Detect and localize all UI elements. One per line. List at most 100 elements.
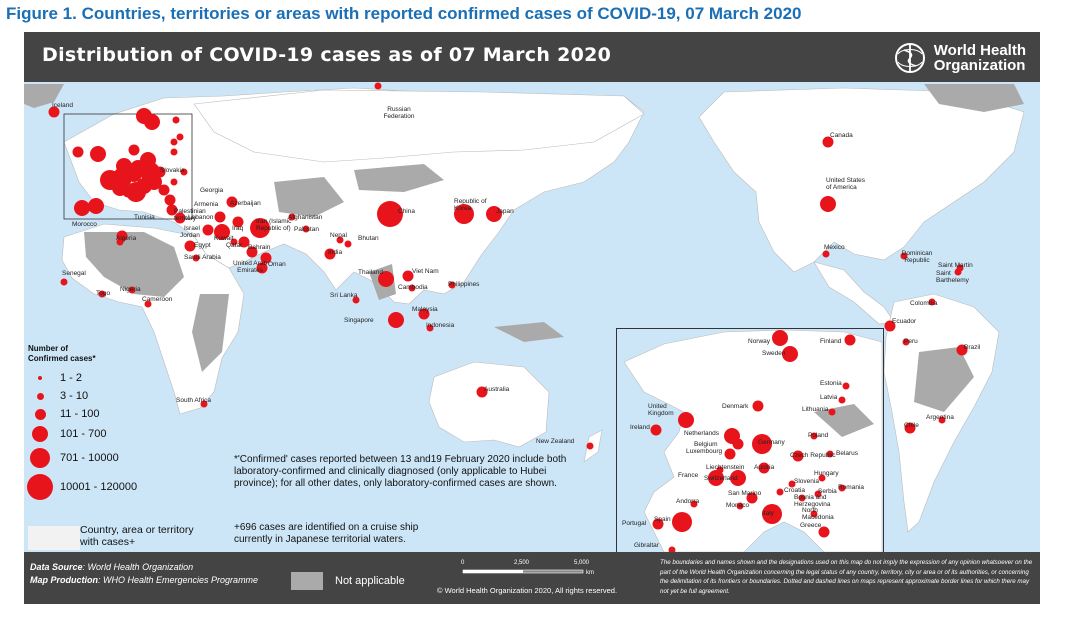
- world-map: [24, 82, 1040, 554]
- label-cambodia: Cambodia: [398, 284, 428, 291]
- legend-label: 701 - 10000: [60, 452, 119, 464]
- greenland-na: [24, 84, 64, 108]
- case-marker: [122, 186, 134, 198]
- label-italy: Italy: [762, 510, 774, 517]
- case-marker: [746, 492, 758, 504]
- russia-landmass: [193, 89, 645, 163]
- label-chile: Chile: [904, 422, 919, 429]
- map-production-label: Map Production: [30, 575, 98, 585]
- case-marker: [48, 106, 60, 118]
- label-china: China: [398, 208, 415, 215]
- disclaimer: The boundaries and names shown and the d…: [660, 559, 1033, 595]
- label-israel: Israel: [184, 225, 200, 232]
- legend-dot-1: [38, 376, 42, 380]
- label-hungary: Hungary: [814, 470, 839, 477]
- case-marker: [788, 480, 796, 488]
- case-marker: [164, 194, 176, 206]
- scale-label-1: 2,500: [514, 560, 530, 566]
- label-poland: Poland: [808, 432, 829, 439]
- map-production-value: WHO Health Emergencies Programme: [103, 575, 259, 585]
- case-marker: [246, 246, 258, 258]
- label-iran: Iran (Islamic Republic of): [256, 218, 292, 232]
- legend-dot-6: [27, 474, 53, 500]
- who-name-line2: Organization: [933, 57, 1026, 74]
- label-korea: Republic of Korea: [454, 198, 487, 212]
- case-marker: [708, 470, 724, 486]
- case-marker: [226, 196, 238, 208]
- case-marker: [230, 238, 238, 246]
- label-saint-barthelemy: Saint Barthelemy: [936, 270, 969, 284]
- label-morocco: Morocco: [72, 221, 97, 228]
- case-marker: [900, 252, 908, 260]
- case-marker: [172, 116, 180, 124]
- case-marker: [214, 211, 226, 223]
- label-belgium: Belgium: [694, 441, 718, 448]
- label-lebanon: Lebanon: [188, 214, 214, 221]
- label-luxembourg: Luxembourg: [686, 448, 723, 455]
- label-palestine: Palestinian territory: [174, 208, 206, 222]
- label-kuwait: Kuwait: [214, 235, 234, 242]
- legend-label: 3 - 10: [60, 390, 89, 402]
- case-marker: [732, 438, 744, 450]
- case-marker: [146, 174, 162, 190]
- label-new-zealand: New Zealand: [536, 438, 575, 445]
- label-vietnam: Viet Nam: [412, 268, 439, 275]
- label-sweden: Sweden: [762, 350, 786, 357]
- label-brazil: Brazil: [964, 344, 981, 351]
- label-jordan: Jordan: [180, 232, 200, 239]
- case-marker: [822, 136, 834, 148]
- case-marker: [772, 330, 788, 346]
- label-uae: United Arab Emirates: [233, 260, 267, 274]
- case-marker: [814, 490, 822, 498]
- case-marker: [402, 270, 414, 282]
- case-marker: [672, 512, 692, 532]
- label-bahrain: Bahrain: [248, 244, 271, 251]
- header-bar: Distribution of COVID-19 cases as of 07 …: [24, 32, 1040, 82]
- case-marker: [144, 300, 152, 308]
- label-gibraltar: Gibraltar: [634, 542, 659, 549]
- south-america-na: [914, 347, 974, 412]
- scale-bar: 0 2,500 5,000 km: [458, 560, 608, 582]
- case-marker: [792, 450, 804, 462]
- label-saint-martin: Saint Martin: [938, 262, 973, 269]
- case-marker: [730, 470, 746, 486]
- legend-item: 101 - 700: [28, 426, 137, 442]
- case-marker: [418, 308, 430, 320]
- case-marker: [902, 338, 910, 346]
- case-marker: [90, 146, 106, 162]
- map-frame: Distribution of COVID-19 cases as of 07 …: [24, 32, 1040, 604]
- label-argentina: Argentina: [926, 414, 954, 421]
- map-title: Distribution of COVID-19 cases as of 07 …: [42, 44, 612, 66]
- label-estonia: Estonia: [820, 380, 842, 387]
- legend-label: 10001 - 120000: [60, 481, 138, 493]
- who-name: World Health Organization: [934, 43, 1026, 73]
- label-ireland: Ireland: [630, 424, 650, 431]
- case-marker: [88, 198, 104, 214]
- case-marker: [736, 502, 744, 510]
- not-applicable-swatch: [291, 572, 323, 590]
- scale-label-0: 0: [461, 560, 465, 566]
- case-marker: [232, 216, 244, 228]
- label-cameroon: Cameroon: [142, 296, 173, 303]
- case-marker: [126, 182, 146, 202]
- legend-item: 1 - 2: [28, 372, 137, 384]
- case-marker: [336, 236, 344, 244]
- case-marker: [128, 144, 140, 156]
- label-qatar: Qatar: [226, 242, 243, 249]
- copyright: © World Health Organization 2020, All ri…: [437, 586, 618, 595]
- data-source-value: World Health Organization: [87, 562, 194, 572]
- south-america-landmass: [883, 293, 1000, 533]
- label-slovakia: Slovakia: [160, 167, 185, 174]
- label-australia: Australia: [484, 386, 510, 393]
- case-marker: [652, 518, 664, 530]
- case-marker: [758, 462, 770, 474]
- case-marker: [818, 526, 830, 538]
- label-philippines: Philippines: [448, 281, 480, 288]
- country-with-cases-swatch: [28, 526, 80, 550]
- case-marker: [126, 166, 142, 182]
- legend-label: 11 - 100: [60, 408, 100, 420]
- label-ecuador: Ecuador: [892, 318, 917, 325]
- case-marker: [668, 546, 676, 554]
- label-andorra: Andorra: [676, 498, 700, 505]
- case-marker: [174, 212, 186, 224]
